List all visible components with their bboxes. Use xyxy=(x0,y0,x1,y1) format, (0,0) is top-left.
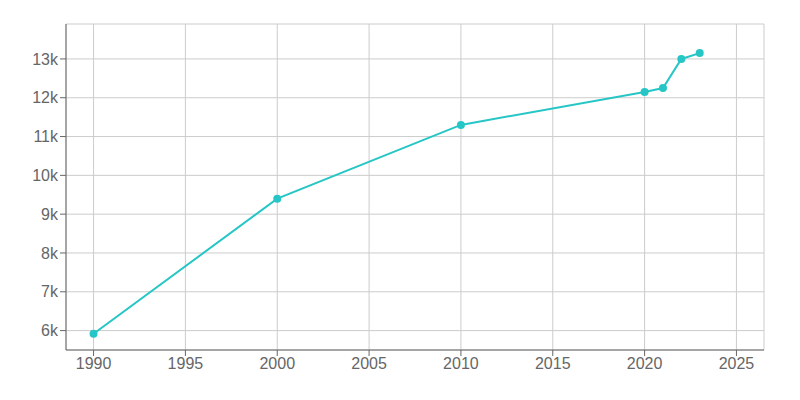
svg-text:2005: 2005 xyxy=(351,355,387,372)
svg-text:13k: 13k xyxy=(32,51,59,68)
svg-text:9k: 9k xyxy=(41,206,59,223)
svg-text:7k: 7k xyxy=(41,283,59,300)
svg-text:2010: 2010 xyxy=(443,355,479,372)
svg-text:2025: 2025 xyxy=(719,355,755,372)
svg-text:10k: 10k xyxy=(32,167,59,184)
svg-text:1995: 1995 xyxy=(168,355,204,372)
svg-text:8k: 8k xyxy=(41,245,59,262)
svg-text:2000: 2000 xyxy=(259,355,295,372)
svg-text:1990: 1990 xyxy=(76,355,112,372)
svg-text:2020: 2020 xyxy=(627,355,663,372)
svg-text:11k: 11k xyxy=(33,128,59,145)
svg-text:12k: 12k xyxy=(32,89,59,106)
svg-text:6k: 6k xyxy=(41,322,59,339)
svg-text:2015: 2015 xyxy=(535,355,571,372)
